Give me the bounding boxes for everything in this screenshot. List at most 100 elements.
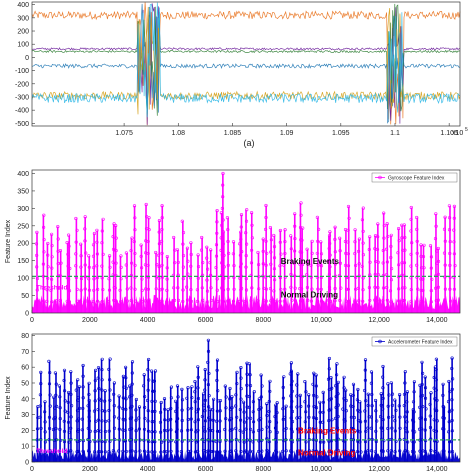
data-point-marker xyxy=(373,285,377,289)
data-point-marker xyxy=(146,239,150,244)
data-point-marker xyxy=(283,228,287,232)
data-point-marker xyxy=(160,216,164,220)
data-point-marker xyxy=(386,404,390,408)
data-point-marker xyxy=(58,417,62,421)
data-point-marker xyxy=(63,450,67,454)
data-point-marker xyxy=(81,449,85,453)
data-point-marker xyxy=(215,358,220,362)
y-tick-label: 60 xyxy=(21,365,29,372)
data-point-marker xyxy=(87,288,91,292)
data-point-marker xyxy=(95,228,99,232)
data-point-marker xyxy=(176,417,180,421)
data-point-marker xyxy=(176,298,181,303)
data-point-marker xyxy=(165,266,169,270)
data-point-marker xyxy=(186,407,190,411)
data-point-marker xyxy=(415,227,419,231)
data-point-marker xyxy=(412,450,416,454)
data-point-marker xyxy=(142,449,147,453)
data-point-marker xyxy=(434,429,439,433)
data-point-marker xyxy=(133,216,137,220)
data-point-marker xyxy=(257,439,261,443)
data-point-marker xyxy=(55,299,59,303)
data-point-marker xyxy=(381,418,385,422)
data-point-marker xyxy=(128,427,132,432)
data-point-marker xyxy=(132,204,137,208)
data-point-marker xyxy=(41,225,46,229)
data-point-marker xyxy=(83,299,88,303)
data-point-marker xyxy=(209,286,213,290)
data-point-marker xyxy=(379,426,383,430)
data-point-marker xyxy=(108,265,112,269)
data-point-marker xyxy=(278,299,282,303)
x-tick-label: 1.09 xyxy=(280,130,294,137)
data-point-marker xyxy=(38,393,43,397)
data-point-marker xyxy=(189,428,193,432)
data-point-marker xyxy=(304,440,308,444)
data-point-marker xyxy=(87,450,91,454)
data-point-marker xyxy=(69,381,73,385)
data-point-marker xyxy=(281,407,285,411)
data-point-marker xyxy=(154,299,158,303)
data-point-marker xyxy=(268,379,272,383)
data-point-marker xyxy=(442,449,446,453)
data-point-marker xyxy=(415,239,419,243)
data-point-marker xyxy=(268,226,273,230)
raw-signal-panel: -500 -400 -300 -200 -100 0 100 200 300 400 1.075 1.… xyxy=(15,1,468,137)
data-point-marker xyxy=(159,450,163,454)
data-point-marker xyxy=(43,450,48,454)
data-point-marker xyxy=(54,449,58,453)
data-point-marker xyxy=(75,287,79,292)
data-point-marker xyxy=(175,427,179,432)
data-point-marker xyxy=(203,388,207,392)
data-point-marker xyxy=(315,395,319,399)
data-point-marker xyxy=(215,220,219,224)
data-point-marker xyxy=(275,401,279,405)
data-point-marker xyxy=(146,251,150,256)
data-point-marker xyxy=(402,392,407,396)
data-point-marker xyxy=(221,183,225,187)
data-point-marker xyxy=(112,426,117,430)
data-point-marker xyxy=(261,262,265,266)
data-point-marker xyxy=(363,368,367,372)
data-point-marker xyxy=(243,299,247,304)
data-point-marker xyxy=(251,440,255,444)
x-tick-label: 0 xyxy=(30,466,34,473)
data-point-marker xyxy=(169,406,173,411)
data-point-marker xyxy=(244,265,248,269)
data-point-marker xyxy=(107,408,111,413)
data-point-marker xyxy=(248,384,253,388)
data-point-marker xyxy=(50,244,54,248)
data-point-marker xyxy=(314,449,319,453)
data-point-marker xyxy=(336,414,340,419)
data-point-marker xyxy=(272,267,277,271)
data-point-marker xyxy=(314,427,318,432)
data-point-marker xyxy=(231,299,236,303)
data-point-marker xyxy=(326,429,330,433)
data-point-marker xyxy=(293,224,297,228)
data-point-marker xyxy=(58,427,62,432)
y-tick-label: 400 xyxy=(17,171,29,178)
data-point-marker xyxy=(103,409,107,413)
data-point-marker xyxy=(43,430,47,434)
data-point-marker xyxy=(46,276,50,280)
data-point-marker xyxy=(125,299,129,303)
data-point-marker xyxy=(66,410,70,415)
data-point-marker xyxy=(95,299,100,303)
data-point-marker xyxy=(316,239,320,243)
data-point-marker xyxy=(343,263,348,267)
data-point-marker xyxy=(406,440,410,444)
data-point-marker xyxy=(402,298,407,303)
data-point-marker xyxy=(66,400,70,405)
data-point-marker xyxy=(283,415,287,420)
data-point-marker xyxy=(206,349,211,354)
data-point-marker xyxy=(69,404,74,408)
data-point-marker xyxy=(165,277,169,281)
data-point-marker xyxy=(428,244,433,248)
threshold-label: Threshold xyxy=(36,284,67,291)
annotation-label: Braking Events xyxy=(298,427,357,436)
data-point-marker xyxy=(260,449,264,453)
data-point-marker xyxy=(442,405,446,409)
data-point-marker xyxy=(450,366,454,371)
data-point-marker xyxy=(74,216,78,221)
data-point-marker xyxy=(34,299,39,304)
